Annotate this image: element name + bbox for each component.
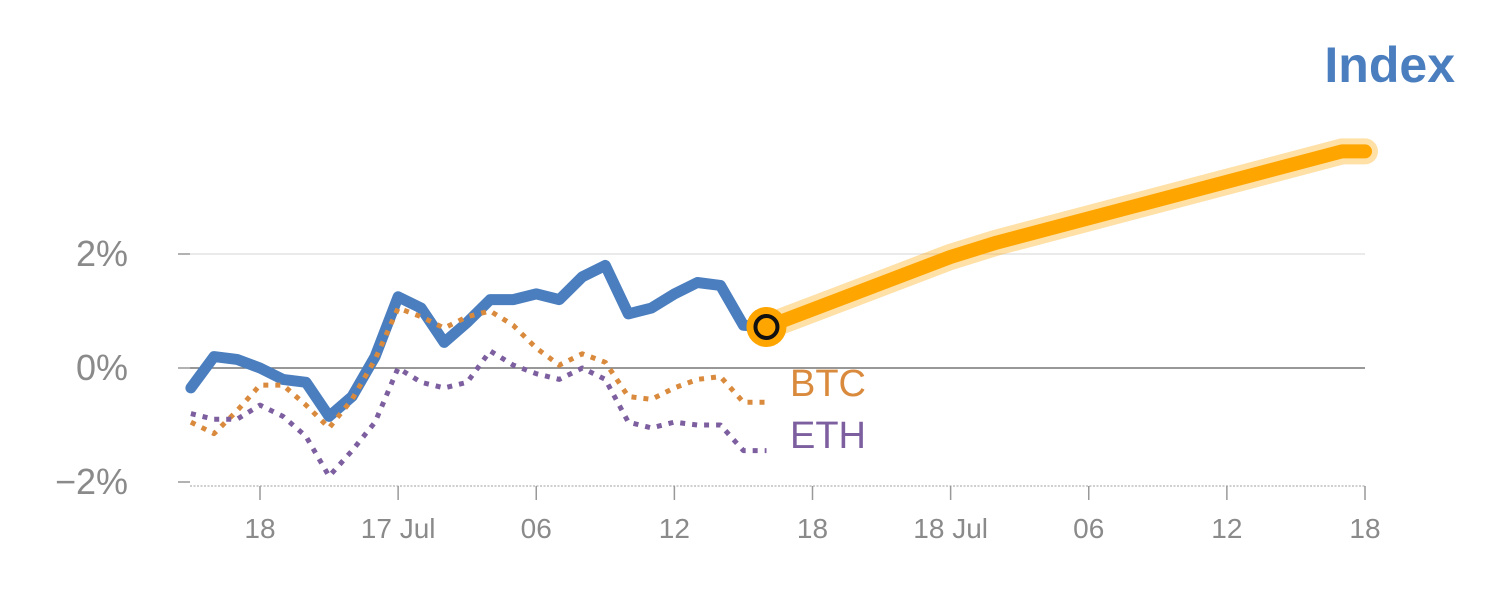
x-tick-label: 06 (1073, 513, 1104, 544)
x-tick-label: 18 (244, 513, 275, 544)
x-tick-label: 18 Jul (913, 513, 988, 544)
y-axis: 2% 0% −2% (55, 233, 190, 502)
x-tick-label: 18 (797, 513, 828, 544)
x-tick-label: 12 (659, 513, 690, 544)
marker-inner-ring (753, 313, 780, 340)
grid-lines (190, 253, 1365, 369)
index-series-line (185, 259, 772, 422)
x-tick-label: 18 (1349, 513, 1380, 544)
projection-glow (753, 138, 1378, 340)
btc-series-line (189, 305, 767, 437)
y-tick-label: −2% (55, 461, 128, 502)
btc-series-label: BTC (790, 363, 866, 405)
y-tick-label: 0% (76, 347, 128, 388)
current-point-marker (746, 306, 787, 347)
x-tick-label: 06 (521, 513, 552, 544)
series-labels: BTC ETH (790, 363, 866, 457)
x-tick-label: 12 (1211, 513, 1242, 544)
x-axis: 18 17 Jul 06 12 18 18 Jul 06 12 18 (190, 485, 1381, 544)
eth-series-line (190, 348, 767, 479)
y-tick-label: 2% (76, 233, 128, 274)
eth-series-label: ETH (790, 415, 866, 457)
x-tick-label: 17 Jul (361, 513, 436, 544)
series-lines (185, 138, 1378, 479)
chart-title: Index (1324, 37, 1455, 93)
projection-series-line (759, 144, 1372, 334)
